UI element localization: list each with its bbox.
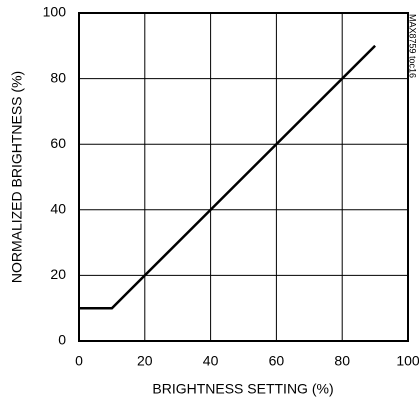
x-tick-label: 20 [137,353,153,369]
y-tick-label: 100 [43,4,67,20]
x-axis-label: BRIGHTNESS SETTING (%) [152,381,333,397]
x-tick-label: 0 [75,353,83,369]
plot-frame [78,12,409,342]
y-tick-label: 20 [50,266,66,282]
y-tick-label: 40 [50,201,66,217]
y-tick-label: 80 [50,69,66,85]
x-tick-label: 60 [269,353,285,369]
y-tick-label: 0 [58,332,66,348]
x-tick-label: 80 [334,353,350,369]
data-line [79,44,376,310]
x-tick-label: 100 [396,353,419,369]
annotation: MAX8759 toc16 [408,14,418,78]
y-axis-label: NORMALIZED BRIGHTNESS (%) [9,71,25,283]
y-tick-label: 60 [50,135,66,151]
x-tick-label: 40 [203,353,219,369]
